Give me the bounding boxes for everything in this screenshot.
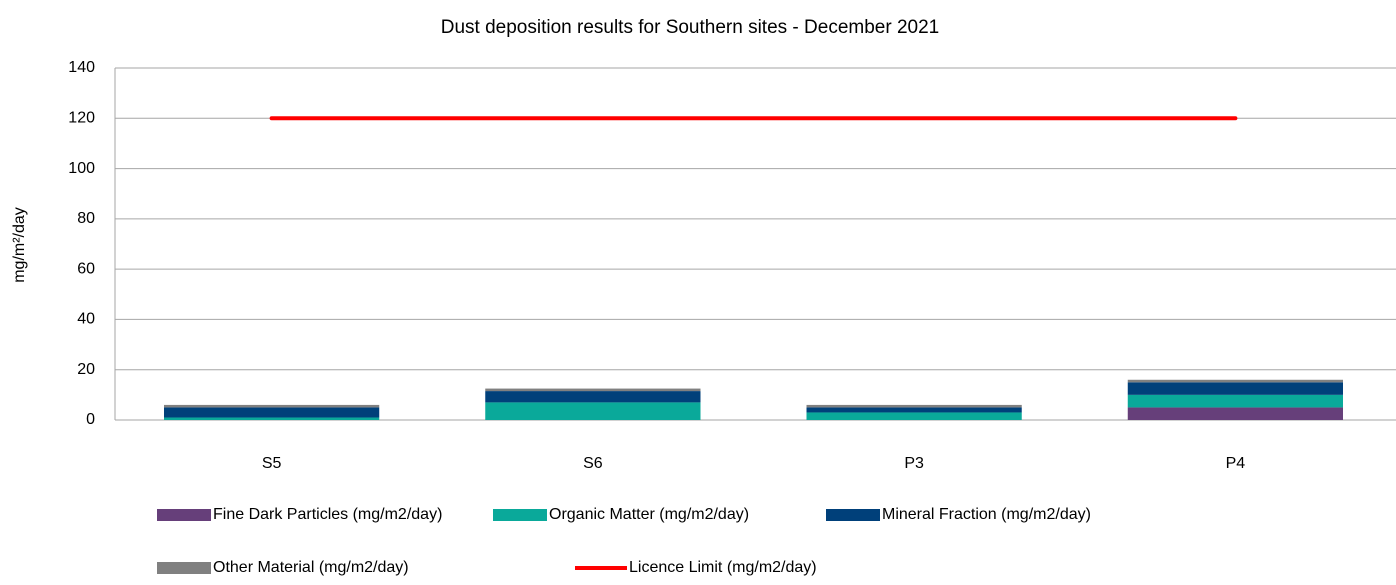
y-tick-label: 40 bbox=[77, 311, 95, 328]
legend-label: Mineral Fraction (mg/m2/day) bbox=[882, 506, 1091, 523]
y-tick-label: 120 bbox=[68, 110, 95, 127]
y-tick-label: 100 bbox=[68, 160, 95, 177]
bar-segment bbox=[806, 407, 1022, 413]
bar-segment bbox=[1127, 394, 1343, 408]
bar-segment bbox=[164, 404, 380, 408]
legend-label: Organic Matter (mg/m2/day) bbox=[549, 506, 749, 523]
bar-segment bbox=[485, 391, 701, 403]
legend-swatch bbox=[157, 562, 211, 574]
bar-segment bbox=[1127, 379, 1343, 383]
bar-segment bbox=[485, 388, 701, 392]
y-tick-label: 80 bbox=[77, 210, 95, 227]
legend-label: Other Material (mg/m2/day) bbox=[213, 559, 409, 576]
x-tick-label: S5 bbox=[262, 455, 282, 472]
bar-segment bbox=[164, 417, 380, 420]
bar-segment bbox=[1127, 407, 1343, 420]
legend-label: Licence Limit (mg/m2/day) bbox=[629, 559, 817, 576]
y-tick-label: 60 bbox=[77, 260, 95, 277]
bar-segment bbox=[806, 412, 1022, 420]
legend-swatch bbox=[157, 509, 211, 521]
y-tick-label: 20 bbox=[77, 361, 95, 378]
legend-swatch bbox=[826, 509, 880, 521]
x-tick-label: P4 bbox=[1226, 455, 1246, 472]
y-axis-label: mg/m²/day bbox=[11, 207, 28, 283]
bar-segment bbox=[1127, 382, 1343, 395]
y-tick-label: 140 bbox=[68, 59, 95, 76]
legend-label: Fine Dark Particles (mg/m2/day) bbox=[213, 506, 442, 523]
x-tick-label: P3 bbox=[904, 455, 924, 472]
legend-swatch bbox=[493, 509, 547, 521]
chart-title: Dust deposition results for Southern sit… bbox=[441, 17, 939, 38]
bar-segment bbox=[485, 402, 701, 420]
bar-segment bbox=[164, 407, 380, 418]
y-tick-label: 0 bbox=[86, 411, 95, 428]
x-tick-label: S6 bbox=[583, 455, 603, 472]
bar-segment bbox=[806, 404, 1022, 408]
